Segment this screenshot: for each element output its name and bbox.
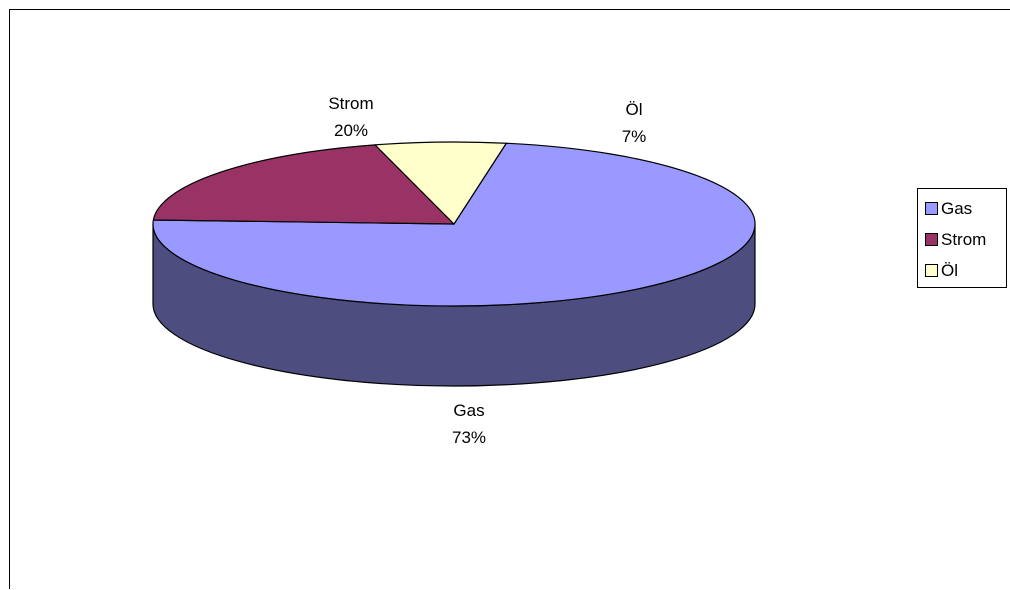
pie-slice-gas (152, 142, 756, 307)
chart-area: Gas 73% Strom 20% Öl 7% (9, 9, 1010, 589)
legend-swatch-strom (925, 233, 938, 246)
data-label-gas-percent: 73% (452, 428, 486, 447)
data-label-strom-percent: 20% (334, 121, 368, 140)
legend-label-gas: Gas (941, 198, 973, 218)
data-label-oel-percent: 7% (622, 127, 647, 146)
pie-chart: Gas 73% Strom 20% Öl 7% (152, 94, 756, 447)
legend-swatch-gas (925, 202, 938, 215)
data-label-oel-name: Öl (626, 100, 643, 119)
pie-slice-strom (152, 144, 455, 225)
legend-item-strom: Strom (918, 224, 1006, 255)
pie-slice-oel (374, 141, 507, 225)
pie-label-layer: Gas 73% Strom 20% Öl 7% (328, 94, 646, 447)
legend-item-oel: Öl (918, 255, 1006, 286)
pie-top-layer (152, 141, 756, 307)
legend: Gas Strom Öl (917, 188, 1007, 288)
legend-swatch-oel (925, 264, 938, 277)
legend-item-gas: Gas (918, 193, 1006, 224)
legend-label-oel: Öl (941, 260, 958, 280)
data-label-strom-name: Strom (328, 94, 373, 113)
data-label-gas-name: Gas (453, 401, 484, 420)
legend-label-strom: Strom (941, 229, 987, 249)
